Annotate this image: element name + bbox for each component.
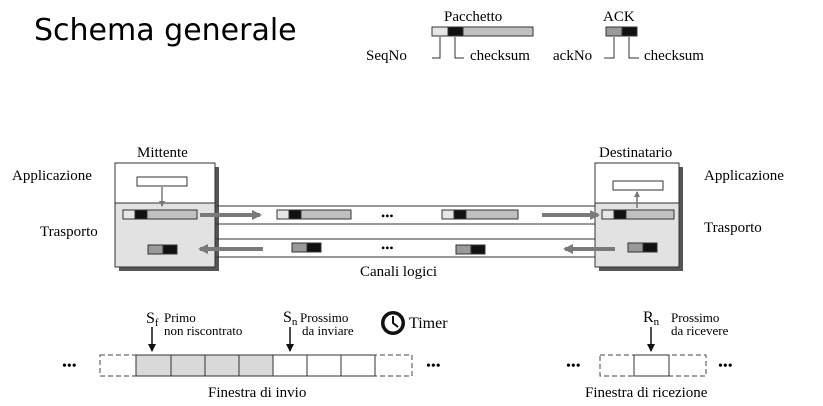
- timer-icon: [381, 311, 405, 335]
- send-slot-unacked: [135, 354, 172, 377]
- sender-ack: [162, 244, 178, 255]
- send-slot-free: [272, 354, 308, 377]
- sender-app-buffer: [136, 176, 188, 187]
- receiver-app-buffer: [612, 180, 664, 191]
- send-slot-unacked: [204, 354, 240, 377]
- ack-no-label: ackNo: [553, 48, 592, 64]
- sn-line1: Prossimo: [300, 310, 348, 325]
- ack-no-field: [605, 26, 623, 37]
- packet-data-field: [462, 26, 534, 37]
- ack-no-pointer: [604, 37, 615, 59]
- timer-label: Timer: [409, 315, 448, 332]
- receiver-label: Destinatario: [599, 145, 672, 161]
- packet-checksum-label: checksum: [470, 48, 530, 64]
- channel-label: Canali logici: [360, 264, 437, 280]
- send-right-ellipsis: •••: [426, 359, 441, 374]
- packet-checksum-field: [447, 26, 464, 37]
- channel-ack: [306, 242, 322, 253]
- packet-seq-field: [431, 26, 449, 37]
- rn-line1: Prossimo: [671, 310, 719, 325]
- forward-ellipsis: •••: [381, 209, 394, 223]
- channel-packet: [300, 209, 352, 220]
- send-left-ellipsis: •••: [62, 359, 77, 374]
- packet-seq-pointer: [432, 37, 441, 59]
- backward-ellipsis: •••: [381, 241, 394, 255]
- receiver-packet: [625, 209, 675, 220]
- send-slot-unacked: [238, 354, 274, 377]
- ack-checksum-field: [621, 26, 638, 37]
- sender-packet: [146, 209, 198, 220]
- ack-checksum-label: checksum: [644, 48, 704, 64]
- receive-window-caption: Finestra di ricezione: [585, 385, 708, 401]
- sf-pointer-label: Sf: [146, 310, 159, 329]
- send-slot-unacked: [170, 354, 206, 377]
- receiver-transport-label: Trasporto: [704, 220, 762, 236]
- sender-transport-label: Trasporto: [40, 224, 98, 240]
- sf-line2: non riscontrato: [164, 323, 242, 338]
- rn-pointer-label: Rn: [643, 309, 660, 328]
- sender-label: Mittente: [137, 145, 188, 161]
- receive-left-ellipsis: •••: [566, 359, 581, 374]
- logical-channels: ••• ••• Canali logici: [198, 205, 615, 280]
- receive-right-ellipsis: •••: [718, 359, 733, 374]
- receiver-application-label: Applicazione: [704, 168, 784, 184]
- channel-ack: [470, 244, 486, 255]
- packet-legend: Pacchetto SeqNo checksum: [366, 9, 534, 64]
- ack-checksum-pointer: [628, 37, 639, 59]
- receive-slot-expected: [633, 354, 670, 377]
- ack-legend: ACK ackNo checksum: [553, 9, 704, 64]
- receiver: Destinatario Applicazione Trasporto: [594, 145, 784, 271]
- packet-label: Pacchetto: [444, 9, 502, 25]
- sn-pointer-label: Sn: [283, 309, 298, 328]
- receive-window: Rn Prossimo da ricevere ••• ••• Finestra…: [566, 309, 733, 401]
- send-slot-free: [306, 354, 342, 377]
- rn-line2: da ricevere: [671, 323, 729, 338]
- packet-seqno-label: SeqNo: [366, 48, 407, 64]
- sf-line1: Primo: [164, 310, 196, 325]
- send-window: Sf Primo non riscontrato Sn Prossimo da …: [62, 309, 448, 401]
- receiver-ack: [642, 242, 658, 253]
- sender: Mittente Applicazione Trasporto: [12, 145, 219, 271]
- sender-application-label: Applicazione: [12, 168, 92, 184]
- channel-packet: [465, 209, 519, 220]
- send-window-caption: Finestra di invio: [208, 385, 306, 401]
- send-slot-free: [340, 354, 376, 377]
- page-title: Schema generale: [34, 13, 297, 48]
- packet-checksum-pointer: [454, 37, 464, 59]
- ack-label: ACK: [603, 9, 635, 25]
- sn-line2: da inviare: [302, 323, 354, 338]
